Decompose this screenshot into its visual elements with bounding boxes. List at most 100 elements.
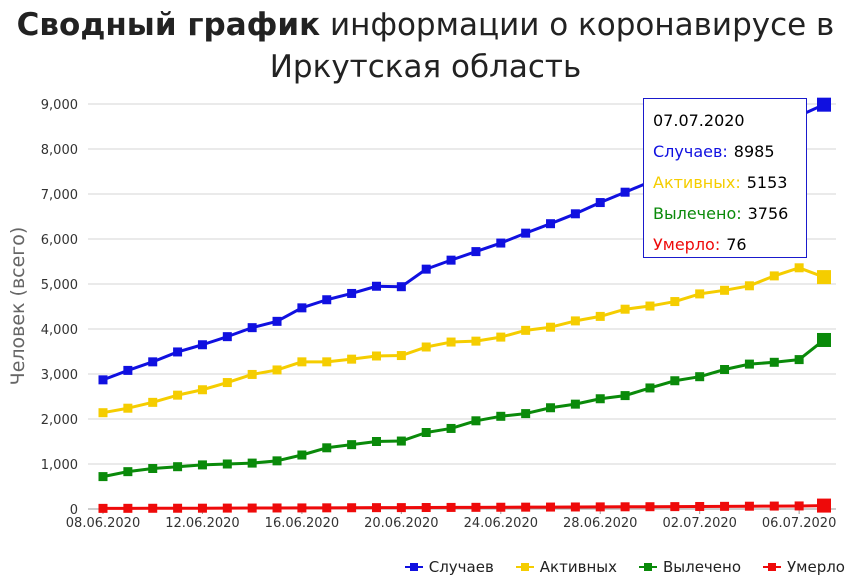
data-point[interactable]	[322, 295, 332, 305]
data-point[interactable]	[595, 394, 605, 404]
data-point[interactable]	[744, 281, 754, 291]
data-point[interactable]	[371, 351, 381, 361]
data-point[interactable]	[670, 297, 680, 307]
data-point[interactable]	[98, 375, 108, 385]
data-point[interactable]	[98, 472, 108, 482]
data-point[interactable]	[595, 198, 605, 208]
data-point[interactable]	[222, 332, 232, 342]
data-point[interactable]	[620, 502, 630, 512]
data-point[interactable]	[222, 459, 232, 469]
legend-item-recovered[interactable]: Вылечено	[638, 558, 741, 576]
data-point[interactable]	[322, 443, 332, 453]
data-point[interactable]	[123, 403, 133, 413]
data-point[interactable]	[769, 271, 779, 281]
data-point[interactable]	[471, 336, 481, 346]
series-3[interactable]	[98, 498, 832, 513]
series-group[interactable]	[98, 97, 832, 513]
data-point[interactable]	[396, 503, 406, 513]
data-point[interactable]	[371, 503, 381, 513]
data-point[interactable]	[446, 337, 456, 347]
data-point[interactable]	[371, 437, 381, 446]
data-point[interactable]	[546, 219, 556, 229]
data-point[interactable]	[272, 456, 282, 466]
data-point[interactable]	[521, 502, 531, 512]
data-point[interactable]	[148, 357, 158, 367]
data-point[interactable]	[123, 503, 133, 513]
data-point[interactable]	[496, 502, 506, 512]
data-point[interactable]	[421, 342, 431, 352]
data-point[interactable]	[222, 378, 232, 388]
data-point[interactable]	[471, 247, 481, 257]
series-2[interactable]	[98, 332, 832, 482]
data-point[interactable]	[197, 340, 207, 350]
data-point[interactable]	[496, 332, 506, 342]
data-point[interactable]	[322, 503, 332, 513]
data-point[interactable]	[322, 357, 332, 367]
data-point[interactable]	[570, 209, 580, 219]
data-point[interactable]	[197, 385, 207, 395]
data-point[interactable]	[272, 316, 282, 326]
data-point[interactable]	[695, 501, 705, 511]
legend-item-cases[interactable]: Случаев	[404, 558, 494, 576]
data-point[interactable]	[421, 264, 431, 274]
data-point[interactable]	[247, 503, 257, 513]
data-point[interactable]	[595, 502, 605, 512]
data-point[interactable]	[570, 502, 580, 512]
data-point[interactable]	[197, 460, 207, 470]
data-point[interactable]	[817, 498, 831, 513]
data-point[interactable]	[769, 357, 779, 367]
data-point[interactable]	[570, 316, 580, 326]
data-point[interactable]	[744, 501, 754, 511]
data-point[interactable]	[620, 304, 630, 314]
data-point[interactable]	[297, 503, 307, 513]
data-point[interactable]	[396, 436, 406, 446]
data-point[interactable]	[123, 467, 133, 477]
legend-item-deaths[interactable]: Умерло	[763, 558, 845, 576]
data-point[interactable]	[471, 416, 481, 426]
data-point[interactable]	[371, 281, 381, 291]
data-point[interactable]	[471, 502, 481, 512]
data-point[interactable]	[421, 503, 431, 513]
data-point[interactable]	[173, 503, 183, 513]
data-point[interactable]	[297, 450, 307, 460]
data-point[interactable]	[297, 357, 307, 367]
data-point[interactable]	[794, 355, 804, 365]
data-point[interactable]	[272, 503, 282, 513]
data-point[interactable]	[98, 503, 108, 513]
data-point[interactable]	[620, 187, 630, 197]
data-point[interactable]	[496, 411, 506, 421]
data-point[interactable]	[645, 301, 655, 311]
data-point[interactable]	[720, 365, 730, 374]
data-point[interactable]	[173, 462, 183, 472]
data-point[interactable]	[123, 365, 133, 375]
data-point[interactable]	[446, 255, 456, 265]
data-point[interactable]	[148, 464, 158, 473]
data-point[interactable]	[222, 503, 232, 513]
data-point[interactable]	[98, 408, 108, 418]
data-point[interactable]	[347, 354, 357, 364]
data-point[interactable]	[595, 311, 605, 321]
data-point[interactable]	[396, 351, 406, 361]
data-point[interactable]	[148, 503, 158, 513]
data-point[interactable]	[347, 440, 357, 450]
data-point[interactable]	[173, 390, 183, 400]
data-point[interactable]	[570, 399, 580, 409]
data-point[interactable]	[670, 376, 680, 386]
data-point[interactable]	[744, 359, 754, 369]
data-point[interactable]	[817, 97, 831, 112]
legend-item-active[interactable]: Активных	[515, 558, 617, 576]
data-point[interactable]	[794, 501, 804, 511]
data-point[interactable]	[794, 263, 804, 273]
data-point[interactable]	[247, 369, 257, 379]
data-point[interactable]	[197, 503, 207, 513]
data-point[interactable]	[148, 397, 158, 407]
data-point[interactable]	[546, 403, 556, 413]
data-point[interactable]	[446, 423, 456, 433]
data-point[interactable]	[521, 325, 531, 335]
data-point[interactable]	[421, 428, 431, 437]
data-point[interactable]	[720, 501, 730, 511]
data-point[interactable]	[446, 502, 456, 512]
data-point[interactable]	[769, 501, 779, 511]
data-point[interactable]	[695, 289, 705, 299]
